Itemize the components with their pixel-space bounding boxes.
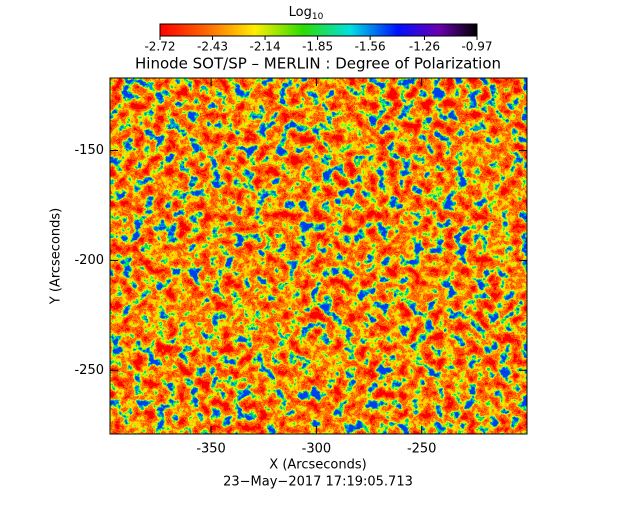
footer-date: 23−May−2017 17:19:05.713 [223, 475, 413, 490]
colorbar-tick-label: -1.26 [409, 40, 440, 54]
chart-title: Hinode SOT/SP – MERLIN : Degree of Polar… [135, 55, 501, 73]
plot-frame [109, 77, 528, 435]
x-tick-label: -300 [302, 442, 332, 457]
y-axis-label: Y (Arcseconds) [49, 208, 64, 305]
x-axis-label: X (Arcseconds) [269, 458, 366, 473]
colorbar [159, 23, 478, 37]
colorbar-tick-label: -2.14 [250, 40, 281, 54]
y-tick-label: -250 [74, 363, 104, 378]
y-tick-label: -200 [74, 253, 104, 268]
colorbar-tick-label: -2.72 [144, 40, 175, 54]
colorbar-tick-label: -0.97 [461, 40, 492, 54]
colorbar-title: Log10 [289, 5, 324, 22]
heatmap-image [110, 78, 527, 434]
colorbar-tick-label: -2.43 [197, 40, 228, 54]
colorbar-tick-label: -1.56 [355, 40, 386, 54]
colorbar-tick-label: -1.85 [302, 40, 333, 54]
x-tick-label: -250 [407, 442, 437, 457]
x-tick-label: -350 [196, 442, 226, 457]
y-tick-label: -150 [74, 143, 104, 158]
